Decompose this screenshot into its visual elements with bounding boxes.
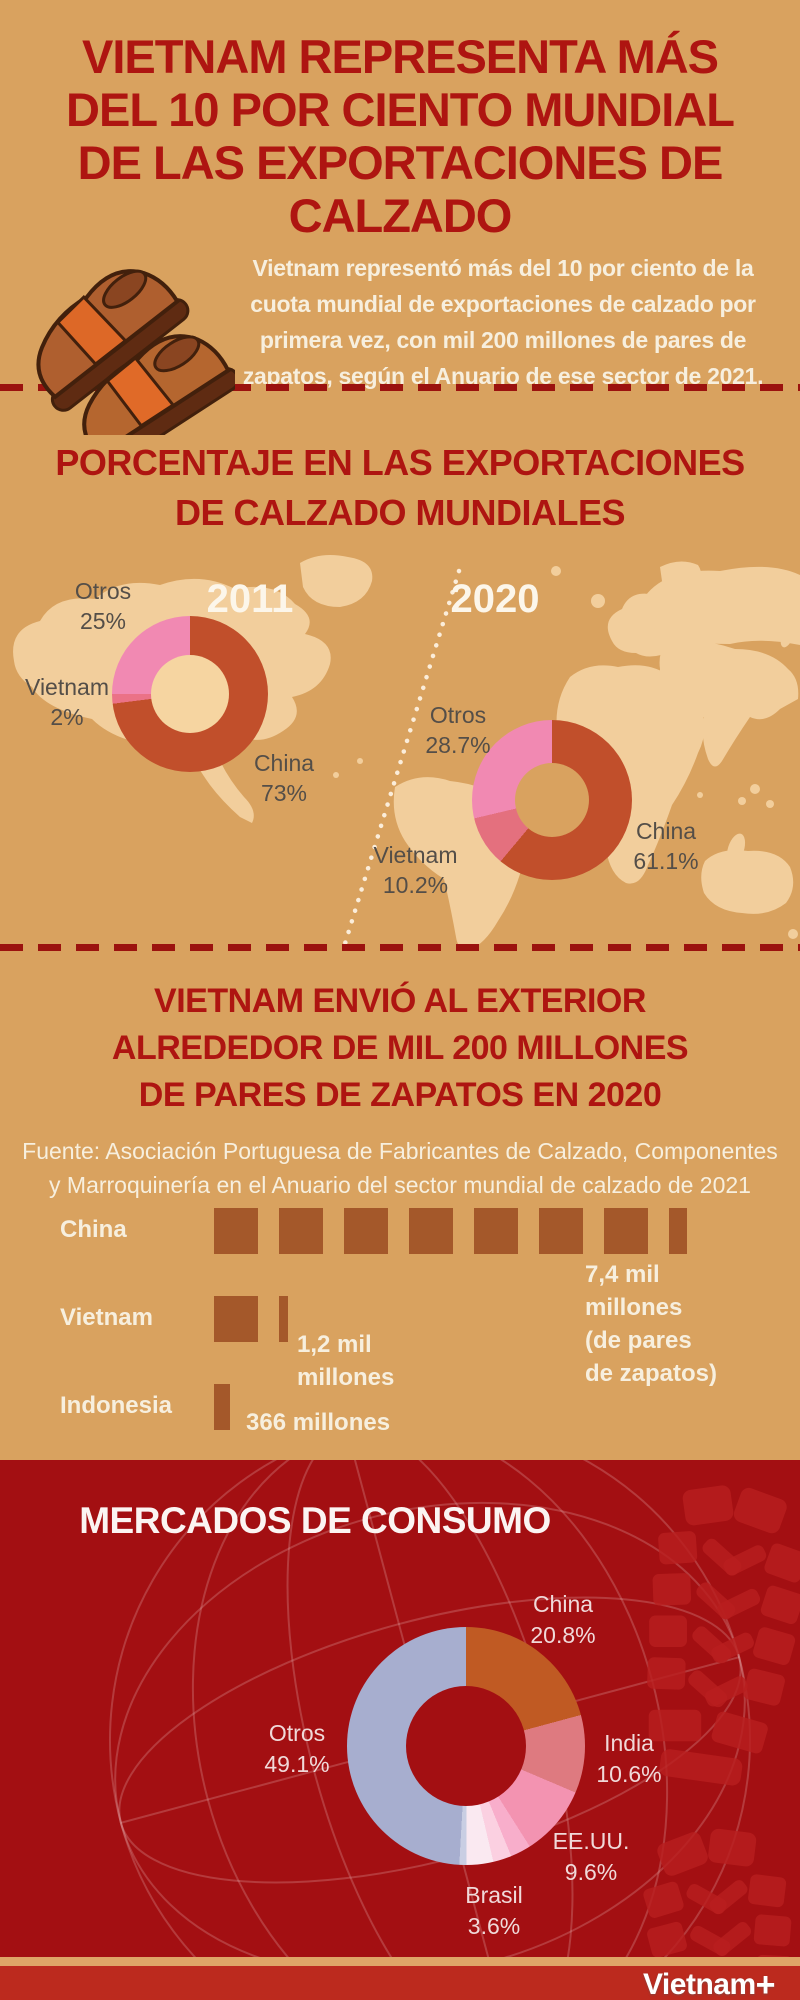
- label-consumo-otros: Otros 49.1%: [264, 1720, 330, 1777]
- label-consumo-india: India 10.6%: [596, 1730, 662, 1787]
- vietnamplus-logo: Vietnam+: [643, 1964, 776, 2000]
- pictograph-square-partial: [279, 1296, 288, 1342]
- pictograph-row-label-china: China: [60, 1216, 127, 1243]
- pictograph-square: [344, 1208, 388, 1254]
- value-note-indonesia: 366 millones: [246, 1409, 391, 1436]
- donut-hole: [406, 1686, 526, 1806]
- dashed-divider-middle: [0, 944, 800, 951]
- pictograph-square: [409, 1208, 453, 1254]
- plus-icon: +: [755, 1966, 776, 2000]
- donut-hole: [151, 655, 229, 733]
- intro-paragraph: Vietnam representó más del 10 por ciento…: [242, 255, 764, 389]
- pictograph-squares-vietnam: [214, 1296, 309, 1342]
- pictograph-square: [279, 1208, 323, 1254]
- label-consumo-china: China 20.8%: [530, 1591, 596, 1648]
- footer-accent-stripe: [0, 1957, 800, 1966]
- donut-chart-consumption: [347, 1627, 585, 1865]
- exports-section-heading: PORCENTAJE EN LAS EXPORTACIONES DE CALZA…: [0, 438, 800, 538]
- consumption-section: MERCADOS DE CONSUMO China 20.8% India 10…: [0, 1460, 800, 1957]
- page-title-line: VIETNAM REPRESENTA MÁS: [81, 30, 719, 83]
- value-note-china: 7,4 mil millones (de pares de zapatos): [585, 1261, 718, 1387]
- label-2011-vietnam: Vietnam 2%: [25, 674, 109, 730]
- value-note-vietnam: 1,2 mil millones: [297, 1331, 395, 1391]
- donut-chart-2011: [112, 616, 268, 772]
- year-label-2020: 2020: [450, 577, 540, 621]
- loafers-illustration: [36, 269, 235, 435]
- page-title-line: CALZADO: [288, 189, 513, 242]
- pictograph-square-partial: [214, 1384, 230, 1430]
- pictograph-square: [604, 1208, 648, 1254]
- shipments-heading-line: DE PARES DE ZAPATOS EN 2020: [138, 1076, 662, 1114]
- donut-hole: [515, 763, 589, 837]
- consumption-heading: MERCADOS DE CONSUMO: [79, 1500, 551, 1541]
- label-2020-vietnam: Vietnam 10.2%: [373, 842, 458, 898]
- page-title-line: DE LAS EXPORTACIONES DE: [77, 136, 724, 189]
- source-note: Fuente: Asociación Portuguesa de Fabrica…: [22, 1138, 778, 1198]
- label-consumo-brasil: Brasil 3.6%: [465, 1882, 523, 1939]
- pictograph-square: [214, 1296, 258, 1342]
- shipments-section-heading: VIETNAM ENVIÓ AL EXTERIOR ALREDEDOR DE M…: [0, 978, 800, 1119]
- page-title-line: DEL 10 POR CIENTO MUNDIAL: [66, 83, 735, 136]
- pictograph-row-label-vietnam: Vietnam: [60, 1304, 153, 1331]
- page-title: VIETNAM REPRESENTA MÁS DEL 10 POR CIENTO…: [0, 30, 800, 242]
- exports-heading-line: PORCENTAJE EN LAS EXPORTACIONES: [55, 442, 745, 483]
- pictograph-squares-indonesia: [214, 1384, 251, 1430]
- donut-chart-2020: [472, 720, 632, 880]
- shipments-heading-line: ALREDEDOR DE MIL 200 MILLONES: [111, 1029, 689, 1067]
- footer-bar: Vietnam+: [0, 1966, 800, 2000]
- map-dotted-divider: [341, 568, 462, 950]
- label-2011-otros: Otros 25%: [74, 578, 132, 634]
- exports-heading-line: DE CALZADO MUNDIALES: [175, 492, 625, 533]
- pictograph-square: [474, 1208, 518, 1254]
- year-label-2011: 2011: [206, 577, 294, 621]
- pictograph-square-partial: [669, 1208, 687, 1254]
- label-2020-otros: Otros 28.7%: [425, 702, 491, 758]
- label-2011-china: China 73%: [253, 750, 315, 806]
- pictograph-squares-china: [214, 1208, 708, 1254]
- shipments-heading-line: VIETNAM ENVIÓ AL EXTERIOR: [154, 982, 646, 1020]
- dashed-divider-top: [0, 384, 800, 391]
- label-consumo-eeuu: EE.UU. 9.6%: [552, 1828, 630, 1885]
- pictograph-square: [539, 1208, 583, 1254]
- pictograph-row-label-indonesia: Indonesia: [60, 1392, 173, 1419]
- label-2020-china: China 61.1%: [633, 818, 699, 874]
- pictograph-square: [214, 1208, 258, 1254]
